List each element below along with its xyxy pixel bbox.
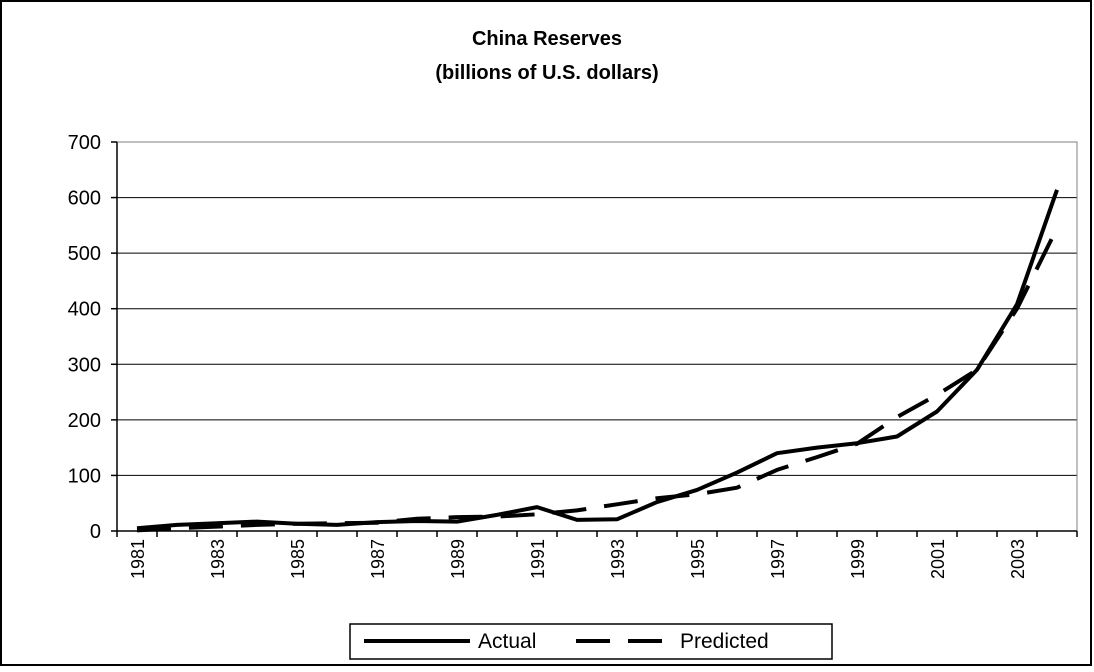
y-tick-label-0: 0 <box>90 521 101 543</box>
x-tick-label-1997: 1997 <box>768 539 788 579</box>
x-tick-label-1995: 1995 <box>688 539 708 579</box>
x-tick-label-1991: 1991 <box>528 539 548 579</box>
y-tick-label-700: 700 <box>68 132 101 154</box>
x-tick-label-1999: 1999 <box>848 539 868 579</box>
gridlines <box>117 197 1077 476</box>
series-line-actual <box>136 189 1059 531</box>
x-tick-label-2003: 2003 <box>1008 539 1028 579</box>
y-tick-label-400: 400 <box>68 299 101 321</box>
x-tick-labels: 1981 1983 1985 1987 1989 1991 1993 1995 1997 1999… <box>128 539 1028 579</box>
chart-subtitle: (billions of U.S. dollars) <box>435 62 658 84</box>
y-tick-labels: 0 100 200 300 400 500 600 700 <box>68 132 101 543</box>
y-tick-label-200: 200 <box>68 410 101 432</box>
x-tick-label-1985: 1985 <box>288 539 308 579</box>
series-lines <box>136 189 1059 533</box>
axes <box>111 141 1078 537</box>
legend-actual-label: Actual <box>478 630 536 653</box>
x-tick-label-1983: 1983 <box>208 539 228 579</box>
y-tick-label-600: 600 <box>68 188 101 210</box>
x-tick-label-1993: 1993 <box>608 539 628 579</box>
x-tick-label-1981: 1981 <box>128 539 148 579</box>
y-tick-label-100: 100 <box>68 465 101 487</box>
y-tick-label-500: 500 <box>68 243 101 265</box>
x-tick-label-1989: 1989 <box>448 539 468 579</box>
x-tick-label-1987: 1987 <box>368 539 388 579</box>
legend-predicted-label: Predicted <box>680 630 769 653</box>
chart-title: China Reserves <box>472 28 622 50</box>
series-line-predicted <box>136 227 1059 533</box>
y-tick-label-300: 300 <box>68 354 101 376</box>
x-tick-label-2001: 2001 <box>928 539 948 579</box>
legend: Actual Predicted <box>349 623 833 660</box>
